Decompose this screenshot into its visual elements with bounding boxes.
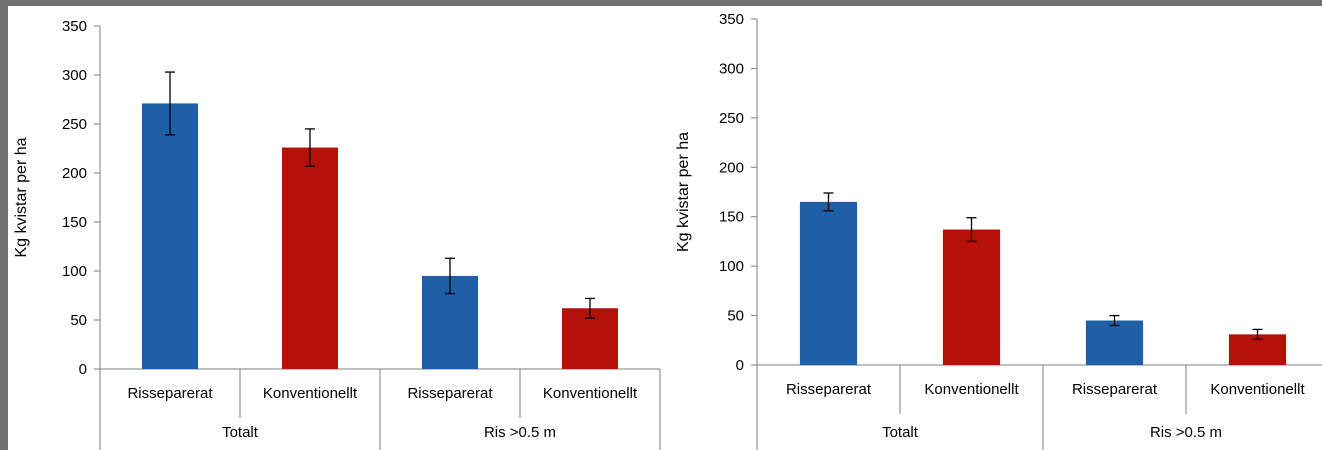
group-label: Totalt	[882, 424, 919, 441]
group-label: Ris >0.5 m	[484, 424, 556, 441]
y-axis-label: Kg kvistar per ha	[675, 132, 692, 252]
category-label: Konventionellt	[263, 385, 358, 402]
category-label: Konventionellt	[924, 381, 1019, 398]
y-tick-label: 250	[719, 110, 744, 127]
y-tick-label: 100	[719, 258, 744, 275]
y-tick-label: 300	[62, 67, 87, 84]
category-label: Risseparerat	[407, 385, 493, 402]
category-label: Konventionellt	[543, 385, 638, 402]
group-label: Ris >0.5 m	[1150, 424, 1222, 441]
y-tick-label: 250	[62, 116, 87, 133]
category-label: Risseparerat	[786, 381, 872, 398]
bar	[282, 147, 338, 369]
y-tick-label: 300	[719, 60, 744, 77]
group-label: Totalt	[222, 424, 259, 441]
category-label: Risseparerat	[127, 385, 213, 402]
chart-left: 0 50 100 150 200 250 300 350 Kg kvistar per ha Ri…	[13, 18, 661, 450]
y-tick-label: 350	[62, 18, 87, 35]
category-label: Konventionellt	[1210, 381, 1305, 398]
bar	[799, 201, 858, 365]
y-tick-label: 350	[719, 11, 744, 28]
y-tick-label: 200	[62, 165, 87, 182]
y-tick-label: 200	[719, 159, 744, 176]
y-tick-label: 150	[719, 209, 744, 226]
figure-background	[8, 6, 1322, 450]
y-tick-label: 0	[79, 361, 87, 378]
y-tick-label: 50	[70, 312, 87, 329]
y-tick-label: 100	[62, 263, 87, 280]
category-label: Risseparerat	[1072, 381, 1158, 398]
chart-right: 0 50 100 150 200 250 300 350 Kg kvistar per ha Ri…	[675, 11, 1322, 450]
bar	[942, 229, 1001, 365]
y-tick-label: 150	[62, 214, 87, 231]
bar	[1085, 320, 1144, 365]
y-tick-label: 50	[727, 308, 744, 325]
bar	[142, 103, 198, 370]
y-axis-label: Kg kvistar per ha	[13, 137, 30, 257]
y-tick-label: 0	[736, 357, 744, 374]
